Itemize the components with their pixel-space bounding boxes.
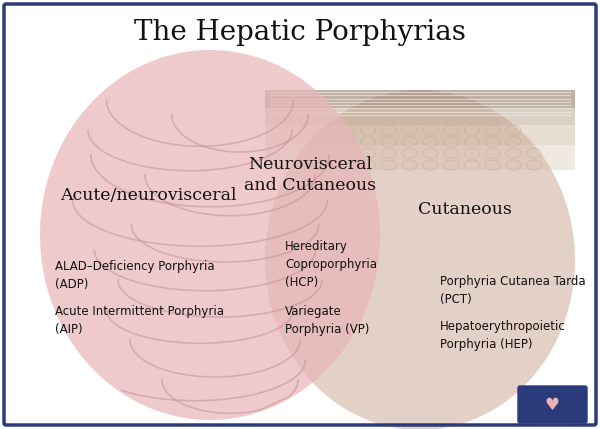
Bar: [265, 125, 575, 145]
Text: Neurovisceral
and Cutaneous: Neurovisceral and Cutaneous: [244, 156, 376, 194]
FancyBboxPatch shape: [518, 386, 587, 423]
Text: Hepatoerythropoietic
Porphyria (HEP): Hepatoerythropoietic Porphyria (HEP): [440, 320, 566, 351]
Bar: [265, 90, 575, 108]
Text: Acute Intermittent Porphyria
(AIP): Acute Intermittent Porphyria (AIP): [55, 305, 224, 336]
Bar: [265, 108, 575, 125]
Text: ♥: ♥: [545, 396, 559, 414]
Text: Acute/neurovisceral: Acute/neurovisceral: [60, 187, 236, 203]
Text: ALAD–Deficiency Porphyria
(ADP): ALAD–Deficiency Porphyria (ADP): [55, 260, 215, 291]
Text: Porphyria Cutanea Tarda
(PCT): Porphyria Cutanea Tarda (PCT): [440, 275, 586, 306]
Text: Variegate
Porphyria (VP): Variegate Porphyria (VP): [285, 305, 370, 336]
Ellipse shape: [40, 50, 380, 420]
Ellipse shape: [265, 90, 575, 429]
Text: Hereditary
Coproporphyria
(HCP): Hereditary Coproporphyria (HCP): [285, 240, 377, 289]
Bar: [265, 145, 575, 170]
Text: Cutaneous: Cutaneous: [418, 202, 512, 218]
Text: The Hepatic Porphyrias: The Hepatic Porphyrias: [134, 18, 466, 45]
